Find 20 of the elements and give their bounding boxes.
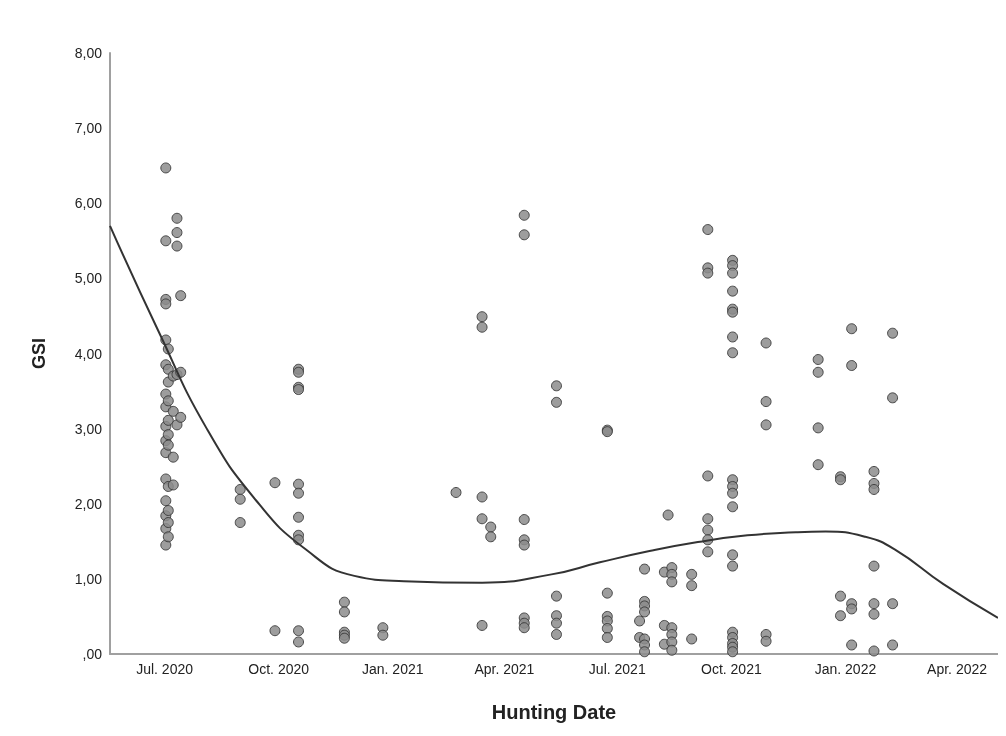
line-series <box>109 224 998 619</box>
y-tick-label: 1,00 <box>74 570 103 587</box>
y-axis-title: GSI <box>29 337 49 370</box>
y-tick-label: 7,00 <box>74 120 103 137</box>
x-tick-label: Oct. 2020 <box>248 661 310 677</box>
x-tick-label: Jul. 2020 <box>136 661 194 677</box>
y-tick-label: 2,00 <box>74 495 103 512</box>
x-tick-label: Apr. 2022 <box>927 661 988 677</box>
y-tick-label: 8,00 <box>74 45 103 61</box>
x-tick-label: Jan. 2022 <box>814 661 877 677</box>
y-tick-label: ,00 <box>82 646 103 662</box>
x-axis-title: Hunting Date <box>491 701 617 723</box>
y-tick-label: 5,00 <box>74 270 103 287</box>
y-tick-label: 3,00 <box>74 420 103 437</box>
y-tick-label: 6,00 <box>74 195 103 212</box>
x-tick-label: Oct. 2021 <box>701 661 762 677</box>
x-tick-label: Jan. 2021 <box>362 661 424 677</box>
y-tick-label: 4,00 <box>74 345 103 362</box>
x-tick-label: Jul. 2021 <box>588 661 646 677</box>
x-tick-label: Apr. 2021 <box>474 661 535 677</box>
